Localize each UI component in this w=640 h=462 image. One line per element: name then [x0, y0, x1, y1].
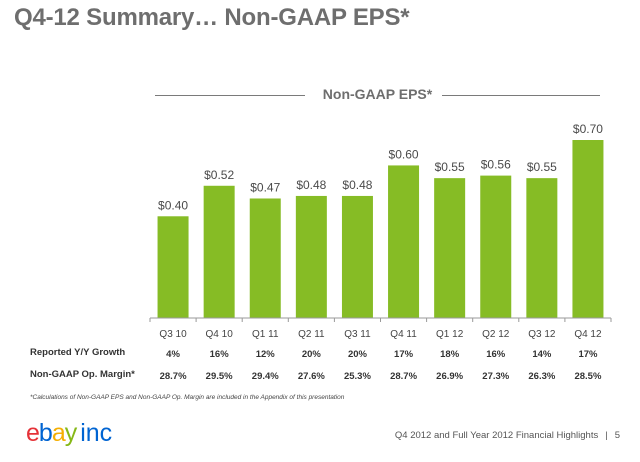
data-label-3: $0.48: [296, 178, 326, 192]
bar-9: [572, 140, 604, 318]
table-cell-1-5: 28.7%: [390, 371, 417, 382]
bar-3: [295, 195, 327, 318]
table-cell-1-2: 29.4%: [252, 371, 279, 382]
table-cell-0-4: 20%: [348, 349, 368, 360]
bar-5: [388, 165, 420, 318]
category-label-3: Q2 11: [298, 329, 325, 340]
table-cell-0-0: 4%: [166, 349, 180, 360]
category-label-8: Q3 12: [528, 329, 556, 340]
bar-6: [434, 178, 466, 318]
table-cell-0-8: 14%: [532, 349, 552, 360]
footer: Q4 2012 and Full Year 2012 Financial Hig…: [395, 430, 620, 441]
data-label-2: $0.47: [250, 180, 280, 194]
table-cell-1-0: 28.7%: [160, 371, 187, 382]
footnote: *Calculations of Non-GAAP EPS and Non-GA…: [30, 394, 345, 401]
bar-0: [157, 216, 189, 318]
data-label-8: $0.55: [527, 160, 557, 174]
category-label-0: Q3 10: [159, 329, 187, 340]
footer-separator: |: [605, 430, 608, 441]
table-cell-0-5: 17%: [394, 349, 414, 360]
row-label-op-margin: Non-GAAP Op. Margin*: [30, 369, 135, 380]
category-label-7: Q2 12: [482, 329, 510, 340]
title-rule-right: [442, 95, 600, 96]
category-label-9: Q4 12: [574, 329, 602, 340]
bar-8: [526, 178, 558, 318]
category-label-5: Q4 11: [390, 329, 417, 340]
title-rule-left: [155, 95, 305, 96]
page-number: 5: [614, 430, 620, 441]
data-label-0: $0.40: [158, 198, 188, 212]
row-label-yy-growth: Reported Y/Y Growth: [30, 347, 126, 358]
category-label-1: Q4 10: [206, 329, 234, 340]
ebay-inc-logo: ebay inc: [26, 419, 113, 447]
bar-1: [203, 185, 235, 318]
category-label-4: Q3 11: [344, 329, 371, 340]
bar-7: [480, 175, 512, 318]
footer-text: Q4 2012 and Full Year 2012 Financial Hig…: [394, 430, 599, 441]
table-cell-1-8: 26.3%: [528, 371, 555, 382]
chart-title-row: Non-GAAP EPS*: [155, 86, 600, 106]
table-cell-1-9: 28.5%: [574, 371, 601, 382]
data-label-6: $0.55: [435, 160, 465, 174]
table-cell-1-7: 27.3%: [482, 371, 509, 382]
bar-2: [249, 198, 281, 318]
page-title: Q4-12 Summary… Non-GAAP EPS*: [14, 4, 410, 31]
bar-4: [341, 195, 373, 318]
table-cell-1-6: 26.9%: [436, 371, 463, 382]
category-label-2: Q1 11: [252, 329, 279, 340]
category-label-6: Q1 12: [436, 329, 464, 340]
chart-title: Non-GAAP EPS*: [314, 86, 441, 102]
data-label-7: $0.56: [481, 158, 511, 172]
data-label-4: $0.48: [342, 178, 372, 192]
data-label-1: $0.52: [204, 168, 234, 182]
table-cell-0-9: 17%: [578, 349, 598, 360]
table-cell-1-1: 29.5%: [206, 371, 233, 382]
table-cell-0-7: 16%: [486, 349, 506, 360]
table-cell-1-4: 25.3%: [344, 371, 371, 382]
table-cell-0-3: 20%: [302, 349, 322, 360]
data-label-5: $0.60: [389, 147, 419, 161]
table-cell-0-1: 16%: [210, 349, 230, 360]
table-cell-0-6: 18%: [440, 349, 460, 360]
data-label-9: $0.70: [573, 122, 603, 136]
table-cell-1-3: 27.6%: [298, 371, 325, 382]
table-cell-0-2: 12%: [256, 349, 276, 360]
